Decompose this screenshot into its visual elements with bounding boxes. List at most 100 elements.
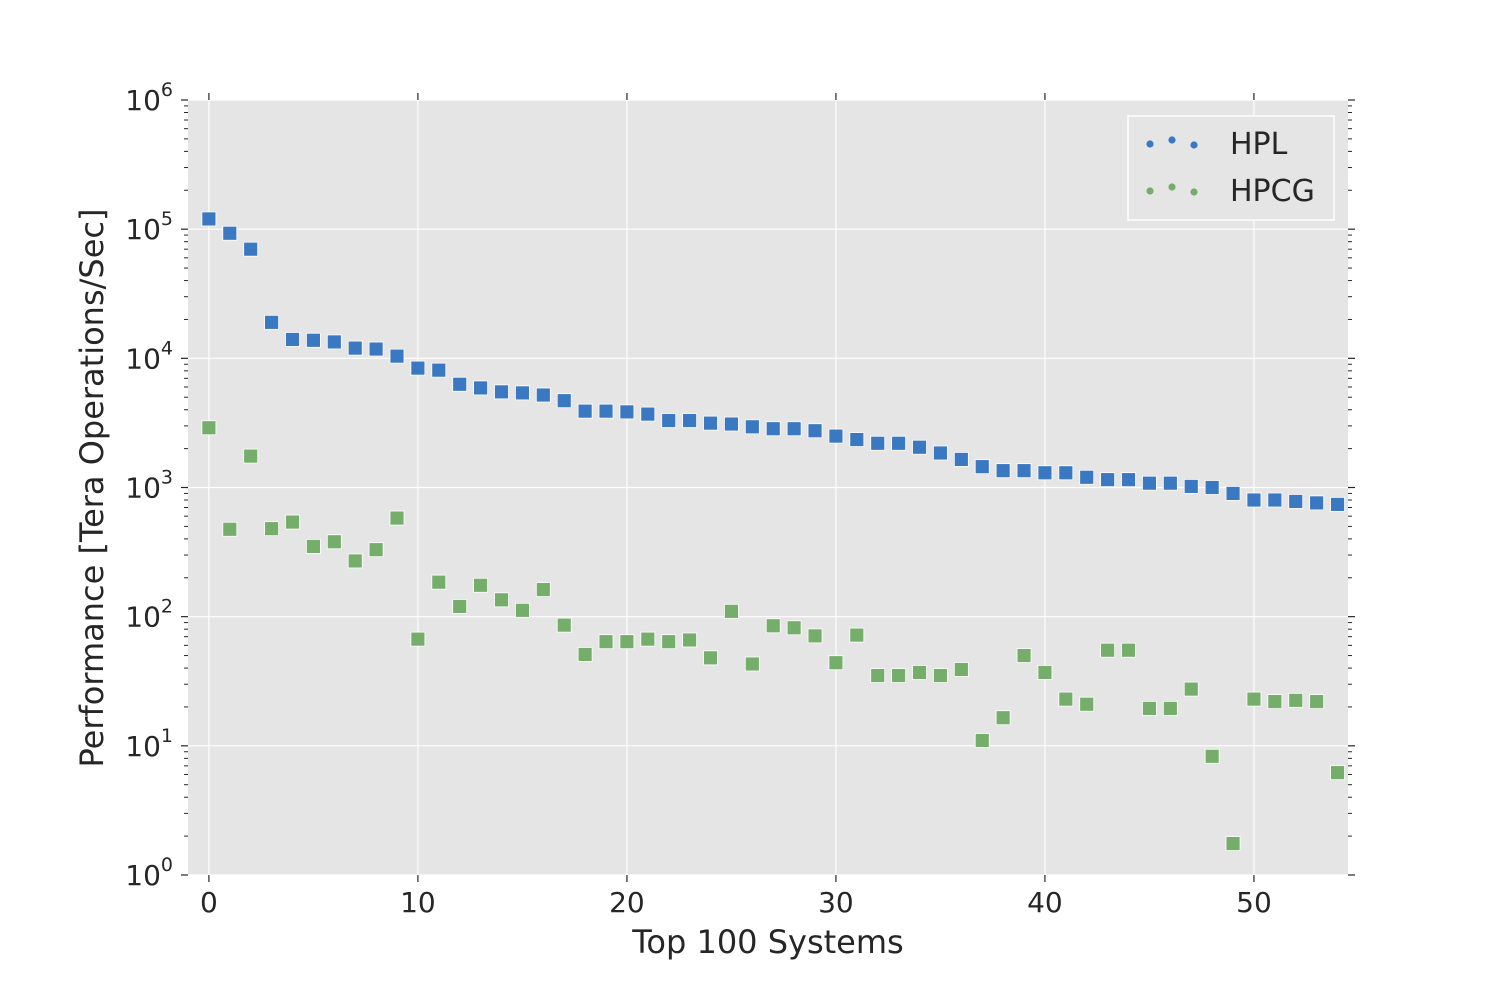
hpcg-point bbox=[222, 521, 238, 537]
hpcg-point bbox=[1016, 648, 1032, 663]
x-tick-label: 0 bbox=[200, 886, 218, 919]
hpcg-point bbox=[201, 420, 217, 436]
y-tick-label: 103 bbox=[125, 467, 173, 505]
hpl-point bbox=[724, 416, 739, 432]
legend-marker bbox=[1190, 141, 1198, 149]
hpl-point bbox=[1309, 495, 1325, 511]
hpcg-point bbox=[243, 448, 259, 464]
hpcg-point bbox=[473, 577, 489, 593]
hpl-point bbox=[744, 419, 760, 435]
hpcg-point bbox=[1246, 691, 1262, 707]
hpl-point bbox=[995, 463, 1011, 479]
x-tick-labels: 0 10 20 30 40 50 bbox=[200, 886, 1272, 919]
hpl-point bbox=[1267, 492, 1283, 508]
hpl-point bbox=[306, 332, 321, 348]
hpl-point bbox=[389, 348, 405, 364]
legend-marker bbox=[1146, 140, 1154, 148]
legend-marker bbox=[1168, 136, 1176, 144]
hpl-point bbox=[953, 452, 969, 467]
hpl-point bbox=[682, 413, 698, 428]
hpl-point bbox=[807, 423, 823, 439]
hpl-point bbox=[1288, 494, 1304, 509]
hpl-point bbox=[515, 385, 530, 401]
y-axis-label: Performance [Tera Operations/Sec] bbox=[73, 209, 111, 768]
hpl-point bbox=[264, 314, 280, 330]
hpcg-point bbox=[264, 521, 280, 537]
hpcg-point bbox=[661, 634, 677, 650]
legend: HPL HPCG bbox=[1127, 115, 1335, 221]
hpl-point bbox=[891, 435, 907, 451]
hpcg-point bbox=[556, 617, 572, 633]
hpl-point bbox=[556, 393, 572, 409]
x-tick-label: 30 bbox=[818, 886, 854, 919]
hpl-point bbox=[912, 439, 927, 455]
series-hpcg bbox=[201, 420, 1345, 852]
hpl-point bbox=[765, 421, 781, 437]
hpl-point bbox=[201, 211, 217, 227]
hpcg-point bbox=[724, 603, 739, 619]
y-tick-label: 101 bbox=[125, 725, 173, 763]
hpcg-point bbox=[807, 628, 823, 644]
data-points bbox=[201, 211, 1345, 852]
hpl-point bbox=[577, 403, 593, 419]
x-tick-label: 50 bbox=[1236, 886, 1272, 919]
hpl-point bbox=[870, 435, 886, 451]
hpcg-point bbox=[849, 627, 865, 643]
hpcg-point bbox=[1225, 836, 1241, 852]
hpl-point bbox=[1162, 475, 1178, 491]
hpl-point bbox=[1225, 486, 1241, 501]
hpcg-point bbox=[1079, 696, 1095, 712]
hpcg-point bbox=[1162, 700, 1178, 716]
hpl-point bbox=[1058, 465, 1074, 481]
hpcg-point bbox=[515, 602, 530, 618]
hpcg-point bbox=[494, 592, 509, 608]
legend-items: HPL HPCG bbox=[1146, 127, 1315, 209]
hpcg-point bbox=[1142, 700, 1157, 716]
hpcg-point bbox=[1183, 681, 1199, 697]
legend-marker bbox=[1190, 188, 1198, 196]
hpl-point bbox=[285, 332, 300, 347]
hpcg-point bbox=[1204, 748, 1220, 764]
hpcg-point bbox=[1288, 692, 1304, 708]
hpl-point bbox=[243, 241, 259, 257]
legend-box bbox=[1127, 115, 1335, 221]
hpcg-point bbox=[347, 553, 363, 569]
hpl-point bbox=[1204, 480, 1220, 495]
legend-label: HPL bbox=[1230, 127, 1288, 162]
hpcg-point bbox=[744, 656, 760, 672]
hpl-point bbox=[1016, 463, 1032, 479]
hpcg-point bbox=[974, 733, 990, 748]
y-tick-label: 106 bbox=[125, 79, 173, 117]
hpcg-point bbox=[765, 618, 781, 634]
hpcg-point bbox=[1121, 642, 1136, 658]
legend-label: HPCG bbox=[1230, 174, 1315, 209]
hpcg-point bbox=[891, 668, 907, 683]
hpcg-point bbox=[786, 620, 802, 636]
hpl-point bbox=[786, 421, 802, 437]
x-tick-label: 10 bbox=[400, 886, 436, 919]
hpcg-point bbox=[389, 510, 405, 526]
hpcg-point bbox=[535, 582, 551, 598]
legend-marker bbox=[1168, 183, 1176, 191]
hpcg-point bbox=[953, 662, 969, 677]
hpl-point bbox=[1142, 475, 1157, 491]
hpl-point bbox=[640, 406, 656, 422]
hpcg-point bbox=[933, 668, 948, 683]
hpl-point bbox=[933, 445, 948, 461]
y-tick-label: 100 bbox=[125, 854, 173, 892]
hpcg-point bbox=[682, 632, 698, 648]
x-axis-label: Top 100 Systems bbox=[631, 923, 903, 961]
hpcg-point bbox=[640, 631, 656, 647]
hpl-point bbox=[368, 341, 384, 357]
hpl-point bbox=[1330, 496, 1345, 512]
legend-item-hpl: HPL bbox=[1146, 127, 1288, 162]
hpl-point bbox=[473, 380, 489, 396]
hpcg-point bbox=[619, 634, 635, 650]
y-tick-label: 104 bbox=[125, 337, 173, 375]
hpl-point bbox=[222, 225, 238, 241]
hpcg-point bbox=[598, 634, 614, 650]
axis-ticks bbox=[181, 93, 1355, 882]
hpl-point bbox=[619, 404, 635, 420]
hpl-point bbox=[828, 428, 844, 444]
